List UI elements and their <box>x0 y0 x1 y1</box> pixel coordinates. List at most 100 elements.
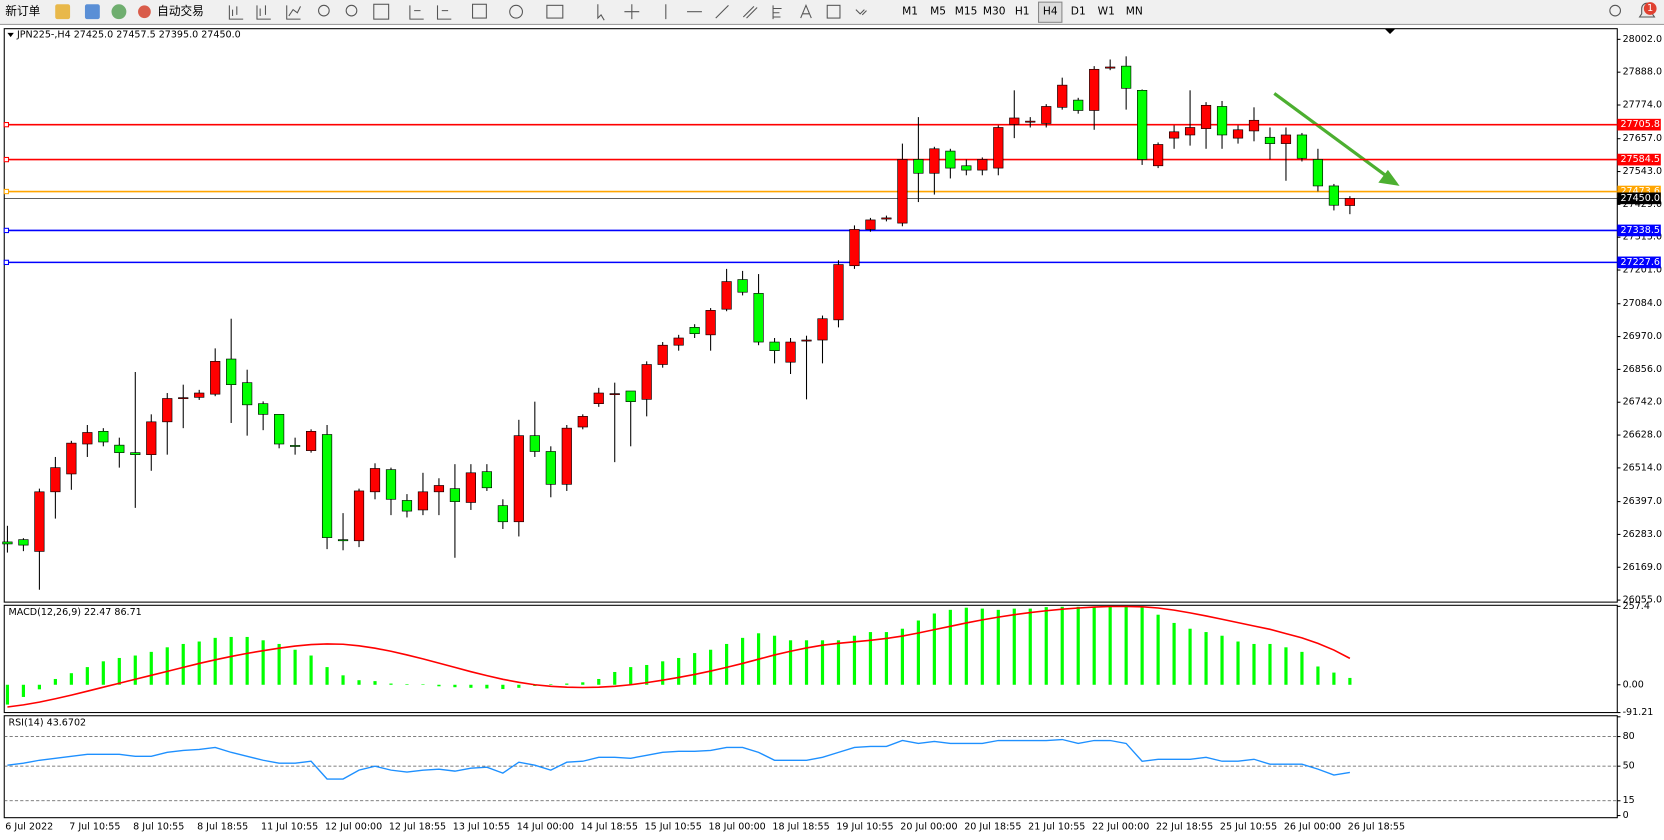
level-handle <box>3 259 10 266</box>
channel-icon[interactable] <box>742 6 758 19</box>
x-tick-label: 13 Jul 10:55 <box>453 822 510 833</box>
timeframe-button[interactable]: MN <box>1126 5 1143 18</box>
candle-body <box>194 392 205 398</box>
shift-icon[interactable] <box>436 5 452 20</box>
panel-title: RSI(14) 43.6702 <box>8 718 86 729</box>
arrows-icon[interactable] <box>855 9 867 16</box>
macd-bar <box>485 684 489 689</box>
zoom-in-icon[interactable] <box>318 4 330 17</box>
line-chart-icon[interactable] <box>286 5 301 20</box>
main-panel <box>3 28 1618 603</box>
fibo-icon[interactable] <box>772 5 782 20</box>
timeframe-button[interactable]: M15 <box>955 5 978 18</box>
candle-body <box>1105 66 1116 69</box>
timeframe-button[interactable]: M30 <box>983 5 1006 18</box>
level-handle <box>3 188 10 195</box>
crosshair-icon[interactable] <box>624 4 640 20</box>
y-tick-label: 27888.0 <box>1623 67 1662 78</box>
x-tick-label: 8 Jul 10:55 <box>133 822 184 833</box>
trendline-icon[interactable] <box>715 4 729 19</box>
auto-trading-icon[interactable] <box>138 5 151 19</box>
macd-bar <box>980 608 984 685</box>
macd-bar <box>884 632 889 685</box>
x-tick-label: 25 Jul 10:55 <box>1220 822 1277 833</box>
macd-bar <box>261 640 265 685</box>
candle-icon[interactable] <box>256 5 271 20</box>
icon[interactable] <box>111 4 127 20</box>
icon[interactable] <box>84 4 100 20</box>
candle-body <box>353 490 365 542</box>
candle-body <box>913 159 924 174</box>
macd-bar <box>373 681 377 685</box>
x-tick-label: 20 Jul 00:00 <box>900 822 957 833</box>
panel-title: MACD(12,26,9) 22.47 86.71 <box>8 607 141 618</box>
macd-bar <box>804 640 809 685</box>
tile-icon[interactable] <box>373 3 390 20</box>
macd-bar <box>341 675 345 685</box>
templates-icon[interactable] <box>546 4 564 19</box>
timeframe-button[interactable]: W1 <box>1098 5 1115 18</box>
x-tick-label: 18 Jul 18:55 <box>772 822 829 833</box>
periods-icon[interactable] <box>509 4 523 19</box>
candle-body <box>417 491 429 511</box>
panel-title: JPN225-,H4 27425.0 27457.5 27395.0 27450… <box>16 30 241 41</box>
new-order-button[interactable]: 新订单 <box>5 4 40 18</box>
icon[interactable] <box>55 4 71 20</box>
timeframe-button[interactable]: H1 <box>1015 5 1030 18</box>
auto-trading-button[interactable]: 自动交易 <box>157 4 204 18</box>
macd-bar <box>469 684 473 688</box>
macd-bar <box>501 684 505 690</box>
timeframe-button[interactable]: M1 <box>902 5 918 18</box>
y-tick-label: 26055.0 <box>1623 595 1662 606</box>
timeframe-button[interactable]: H4 <box>1043 5 1058 18</box>
macd-bar <box>1268 643 1272 685</box>
candle-body <box>305 431 317 451</box>
candle-body <box>130 452 141 455</box>
level-label: 27584.5 <box>1620 154 1659 165</box>
search-icon[interactable] <box>1609 4 1621 17</box>
candle-body <box>833 264 844 321</box>
macd-bar <box>932 613 936 685</box>
candle-body <box>18 539 29 546</box>
candle-body <box>114 444 125 453</box>
active-timeframe <box>1038 1 1063 23</box>
macd-bar <box>1300 651 1304 685</box>
timeframe-button[interactable]: M5 <box>930 5 946 18</box>
macd-bar <box>693 653 697 685</box>
candle-body <box>290 445 301 447</box>
macd-bar <box>836 640 841 685</box>
macd-bar <box>85 667 89 685</box>
level-tag <box>1617 224 1661 237</box>
y-tick-label: 257.4 <box>1623 601 1650 612</box>
candle-body <box>178 397 189 400</box>
candle-body <box>210 361 221 395</box>
macd-bar <box>1284 647 1288 685</box>
text-icon[interactable] <box>800 3 812 19</box>
candle-body <box>1153 144 1164 167</box>
x-tick-label: 19 Jul 10:55 <box>836 822 893 833</box>
zoom-out-icon[interactable] <box>345 4 358 17</box>
bar-chart-icon[interactable] <box>228 5 244 20</box>
y-tick-label: 26514.0 <box>1623 462 1662 473</box>
notification-count: 1 <box>1647 3 1653 14</box>
candle-body <box>1184 127 1196 136</box>
x-tick-label: 6 Jul 2022 <box>5 822 53 833</box>
arrow-shaft <box>1273 92 1388 178</box>
indicators-icon[interactable] <box>472 3 487 19</box>
macd-bar <box>213 637 217 685</box>
autoscroll-icon[interactable] <box>409 5 424 20</box>
signal-line <box>7 605 1351 708</box>
timeframe-button[interactable]: D1 <box>1071 5 1086 18</box>
candle-body <box>1200 104 1212 129</box>
label-icon[interactable] <box>826 4 841 19</box>
cursor-icon[interactable] <box>597 4 605 21</box>
macd-bar <box>1108 606 1112 685</box>
macd-panel <box>3 604 1618 714</box>
y-tick-label: 26856.0 <box>1623 364 1662 375</box>
macd-bar <box>357 680 361 685</box>
candle-body <box>673 337 684 346</box>
candle-body <box>545 451 556 485</box>
candle-body <box>641 364 652 400</box>
